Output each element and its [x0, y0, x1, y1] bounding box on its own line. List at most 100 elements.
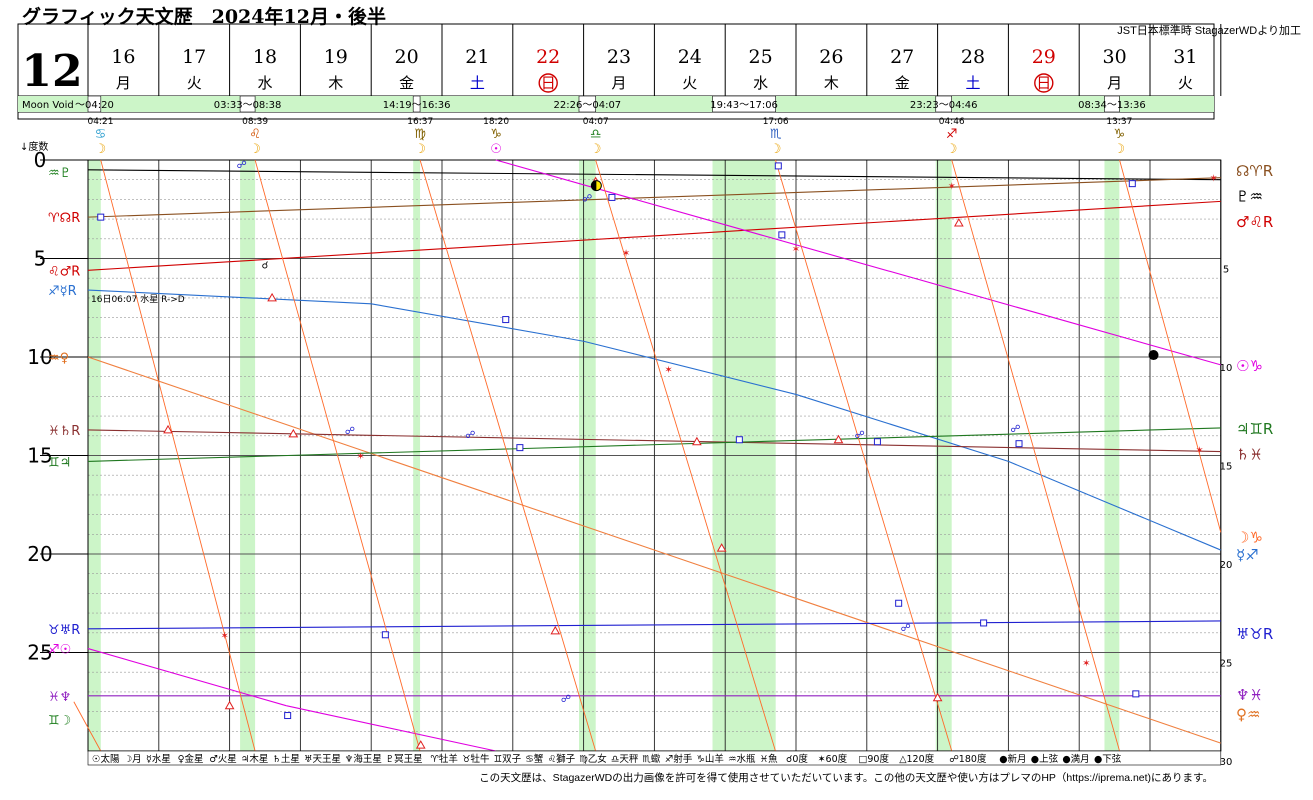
day-number: 30: [1103, 46, 1127, 68]
ingress-time: 16:37: [407, 117, 433, 127]
weekday-label: 火: [682, 74, 697, 92]
legend-planet: ♅天王星: [304, 754, 341, 765]
weekday-label: 水: [753, 74, 768, 92]
new-moon-marker: [1148, 350, 1159, 361]
aspect-opposition: ☍: [345, 426, 355, 437]
weekday-label: 木: [824, 74, 839, 92]
right-planet-label: ♇♒: [1236, 187, 1263, 205]
left-tick-label: 0: [34, 148, 47, 172]
legend-sign: ♏蠍: [642, 753, 661, 765]
aspect-opposition: ☍: [901, 623, 911, 634]
ingress-time: 04:46: [939, 117, 965, 127]
right-planet-label: ♀♒: [1236, 706, 1260, 724]
ingress-sign: ♌: [249, 127, 261, 142]
degree-label: ↓度数: [20, 140, 48, 153]
aspect-sextile: ✶: [622, 249, 630, 260]
left-planet-label: ♉♅R: [48, 623, 80, 638]
day-number: 29: [1032, 46, 1056, 68]
aspect-trine: [716, 543, 727, 552]
legend-aspect: △120度: [899, 753, 934, 765]
series-line: [595, 159, 776, 752]
aspect-sextile: ✶: [948, 182, 956, 193]
day-number: 17: [182, 46, 206, 68]
aspect-square: [895, 599, 903, 607]
legend-planet: ♄土星: [272, 753, 300, 765]
weekday-label: 火: [1178, 74, 1193, 92]
aspect-square: [381, 631, 389, 639]
header-frame: [17, 23, 1215, 120]
ingress-time: 17:06: [763, 117, 789, 127]
moon-void-bg: [18, 96, 1214, 112]
series-line: [87, 620, 1221, 630]
aspect-sextile: ✶: [356, 452, 364, 463]
right-planet-label: ♂♌R: [1236, 213, 1273, 231]
month-number: 12: [21, 46, 82, 97]
day-number: 25: [749, 46, 773, 68]
day-number: 21: [465, 46, 489, 68]
aspect-sextile: ✶: [1210, 174, 1218, 185]
ingress-time: 04:07: [583, 117, 609, 127]
moon-void-time: 03:33〜08:38: [214, 100, 282, 111]
right-tick-label: 10: [1220, 363, 1233, 374]
aspect-square: [778, 231, 786, 239]
day-number: 18: [253, 46, 277, 68]
aspect-trine: [415, 740, 426, 749]
weekday-label: 土: [470, 74, 485, 92]
right-tick-label: 15: [1220, 462, 1233, 473]
legend-phase: ●新月: [999, 753, 1026, 765]
ephemeris-chart: 12 16 月 17 火 18 水 19 木 20 金 21 土 22 日 23 月 24 火 25 水 26 木 27 金 28…: [17, 23, 1273, 768]
right-planet-label: ☉♑: [1236, 357, 1263, 375]
left-planet-label: ♒♇: [48, 166, 71, 181]
legend-aspect: ☌0度: [786, 753, 808, 765]
retrograde-annotation: 16日06:07 水星 R->D: [91, 293, 185, 305]
moon-void-segment: [1104, 95, 1120, 113]
ingress-planet: ☽: [1114, 142, 1126, 157]
ingress-sign: ♐: [946, 127, 958, 142]
aspect-opposition: ☍: [1010, 424, 1020, 435]
aspect-trine: [550, 625, 561, 635]
left-planet-label: ♈☊R: [48, 211, 80, 226]
page-title: グラフィック天文歴 2024年12月・後半: [22, 6, 386, 28]
moon-void-time: 22:26〜04:07: [554, 100, 622, 111]
weekday-label: 月: [116, 74, 131, 92]
legend-planet: ♆海王星: [345, 753, 382, 765]
ingress-sign: ♑: [1114, 127, 1126, 142]
series-line: [87, 427, 1221, 462]
series-line: [73, 701, 102, 752]
series-line: [583, 340, 797, 395]
day-number: 27: [890, 46, 914, 68]
ingress-sign: ♍: [414, 127, 426, 142]
series-line: [419, 159, 597, 752]
legend-planet: ☉太陽: [92, 753, 120, 765]
legend-planet: ♇冥王星: [386, 754, 423, 765]
left-tick-label: 20: [27, 542, 52, 566]
aspect-trine: [288, 428, 299, 438]
left-planet-label: ♓♆: [48, 690, 71, 705]
series-line: [87, 356, 1221, 744]
aspect-opposition: ☍: [855, 430, 865, 441]
aspect-square: [980, 619, 988, 627]
weekday-label: 日: [1036, 74, 1051, 92]
right-planet-label: ☿♐: [1236, 546, 1259, 564]
series-line: [87, 177, 1221, 218]
moon-void-segment: [239, 95, 256, 113]
ingress-time: 13:37: [1106, 117, 1132, 127]
day-number: 23: [607, 46, 631, 68]
day-number: 26: [819, 46, 843, 68]
moon-void-time: 23:23〜04:46: [910, 100, 978, 111]
aspect-trine: [267, 292, 277, 302]
series-line: [87, 429, 1221, 453]
last-quarter-shade: [591, 180, 597, 191]
series-line: [286, 705, 496, 752]
legend-sign: ♐射手: [665, 753, 693, 765]
legend-planet: ♀金星: [178, 753, 204, 765]
left-tick-label: 15: [27, 444, 52, 468]
ingress-planet: ☽: [414, 142, 426, 157]
ingress-planet: ☽: [590, 142, 602, 157]
series-line: [1008, 460, 1222, 551]
day-number: 31: [1173, 46, 1197, 68]
aspect-opposition: ☍: [561, 694, 571, 705]
ingress-sign: ♑: [490, 127, 502, 142]
right-planet-label: ♅♉R: [1236, 625, 1273, 643]
series-line: [371, 303, 584, 342]
